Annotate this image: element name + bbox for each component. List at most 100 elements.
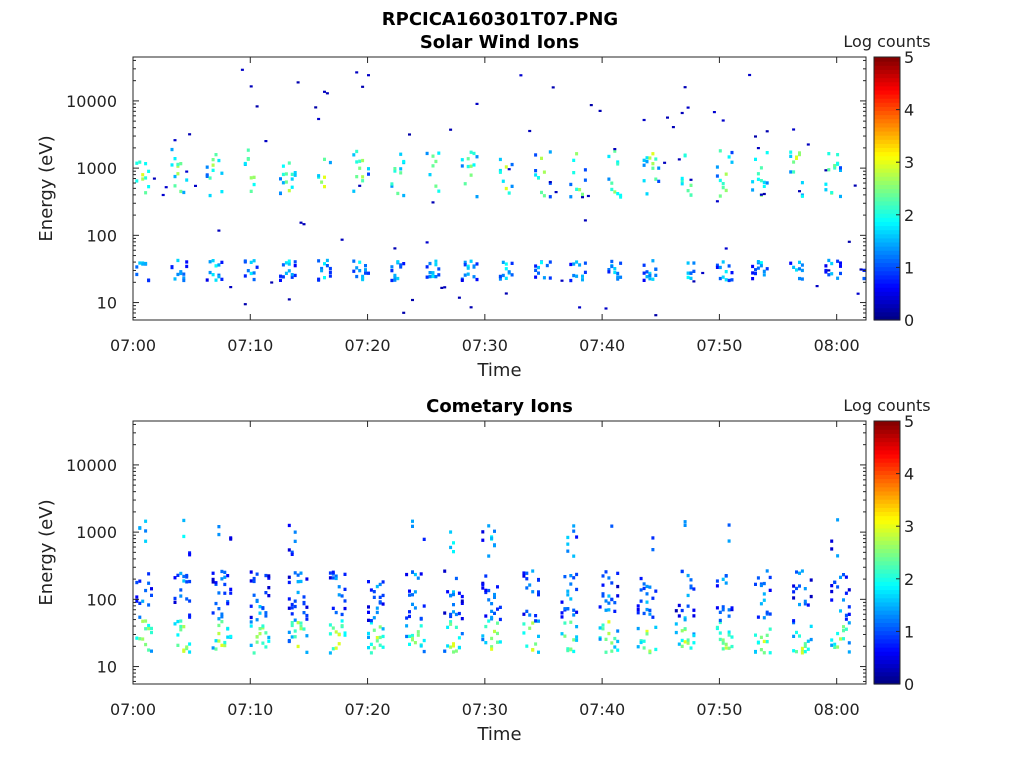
- data-cell: [827, 273, 831, 277]
- data-cell: [293, 571, 297, 575]
- data-cell: [287, 259, 291, 263]
- colorbar-swatch: [874, 209, 900, 214]
- colorbar-swatch: [874, 167, 900, 173]
- colorbar-swatch: [874, 73, 900, 79]
- data-cell: [645, 270, 649, 274]
- data-cell: [836, 585, 840, 589]
- data-cell: [135, 179, 139, 183]
- data-cell: [836, 518, 840, 522]
- data-cell: [566, 607, 570, 611]
- data-cell: [759, 193, 763, 196]
- data-cell: [141, 599, 145, 603]
- data-cell: [692, 280, 696, 283]
- data-cell: [252, 651, 256, 655]
- data-cell: [416, 576, 420, 580]
- data-cell: [367, 618, 370, 622]
- data-cell: [452, 642, 455, 646]
- data-cell: [504, 276, 508, 280]
- data-cell: [563, 607, 567, 611]
- data-cell: [493, 529, 496, 533]
- data-cell: [824, 182, 828, 186]
- data-cell: [302, 223, 306, 226]
- data-cell: [566, 589, 570, 593]
- data-cell: [528, 129, 532, 133]
- data-cell: [815, 285, 819, 288]
- data-cell: [798, 260, 801, 264]
- data-cell: [651, 277, 655, 281]
- colorbar-swatch: [874, 237, 900, 243]
- data-cell: [226, 600, 230, 604]
- data-cell: [249, 620, 253, 624]
- data-cell: [463, 182, 467, 186]
- data-cell: [686, 261, 690, 265]
- data-cell: [457, 591, 461, 595]
- data-cell: [610, 649, 614, 653]
- data-cell: [217, 229, 221, 232]
- data-cell: [730, 150, 734, 155]
- data-cell: [607, 620, 611, 624]
- data-cell: [610, 259, 614, 264]
- data-cell: [727, 633, 731, 637]
- data-cell: [542, 170, 546, 174]
- data-cell: [293, 618, 297, 622]
- data-cell: [525, 586, 529, 590]
- data-cell: [727, 608, 731, 612]
- data-cell: [692, 587, 696, 591]
- data-cell: [454, 576, 458, 581]
- data-cell: [290, 606, 294, 610]
- data-cell: [246, 148, 250, 152]
- data-cell: [806, 639, 810, 643]
- data-cell: [490, 647, 494, 651]
- data-cell: [756, 615, 760, 619]
- data-cell: [531, 648, 535, 652]
- data-cell: [443, 611, 447, 615]
- colorbar-swatch: [874, 638, 900, 644]
- colorbar-swatch: [874, 188, 900, 194]
- figure-title: RPCICA160301T07.PNG: [382, 9, 618, 30]
- data-cell: [616, 160, 620, 164]
- data-cell: [616, 639, 620, 644]
- data-cell: [358, 184, 362, 187]
- data-cell: [833, 645, 837, 649]
- data-cell: [460, 617, 464, 621]
- data-cell: [569, 182, 573, 187]
- data-cell: [759, 583, 763, 588]
- data-cell: [249, 604, 253, 608]
- data-cell: [135, 265, 139, 269]
- data-cell: [756, 177, 760, 181]
- data-cell: [249, 643, 253, 647]
- data-cell: [686, 106, 690, 109]
- colorbar-label: Log counts: [843, 32, 930, 51]
- data-cell: [522, 571, 526, 575]
- data-cell: [355, 71, 359, 74]
- data-cell: [320, 266, 324, 271]
- data-cell: [607, 576, 611, 580]
- data-cell: [328, 623, 332, 627]
- data-cell: [466, 157, 470, 161]
- data-cell: [534, 264, 538, 268]
- data-cell: [138, 601, 142, 605]
- data-cell: [792, 649, 796, 653]
- data-cell: [252, 175, 256, 179]
- data-cell: [320, 269, 324, 273]
- data-cell: [639, 640, 643, 645]
- colorbar-swatch: [874, 287, 900, 292]
- colorbar-swatch: [874, 151, 900, 157]
- data-cell: [255, 105, 259, 108]
- data-cell: [361, 158, 365, 163]
- data-cell: [657, 166, 661, 170]
- data-cell: [249, 579, 253, 583]
- data-cell: [249, 260, 253, 264]
- data-cell: [173, 184, 177, 188]
- data-cell: [226, 635, 230, 639]
- data-cell: [413, 641, 417, 645]
- data-cell: [481, 586, 485, 590]
- data-cell: [616, 648, 620, 652]
- data-cell: [809, 578, 813, 582]
- data-cell: [220, 277, 224, 281]
- data-cell: [390, 265, 394, 269]
- colorbar-swatch: [874, 278, 900, 284]
- colorbar-swatch: [874, 486, 900, 492]
- data-cell: [437, 267, 441, 271]
- data-cell: [252, 277, 256, 282]
